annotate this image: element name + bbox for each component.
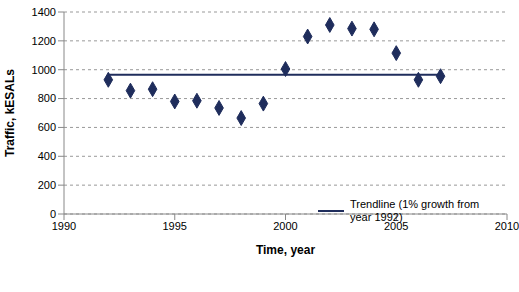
svg-text:Traffic, kESALs: Traffic, kESALs xyxy=(3,69,17,157)
svg-text:400: 400 xyxy=(38,150,56,162)
svg-text:800: 800 xyxy=(38,92,56,104)
svg-text:2005: 2005 xyxy=(384,220,408,232)
svg-text:2000: 2000 xyxy=(273,220,297,232)
svg-text:600: 600 xyxy=(38,121,56,133)
svg-text:1995: 1995 xyxy=(163,220,187,232)
svg-text:1200: 1200 xyxy=(32,35,56,47)
svg-text:2010: 2010 xyxy=(495,220,519,232)
svg-text:1000: 1000 xyxy=(32,64,56,76)
svg-text:1990: 1990 xyxy=(52,220,76,232)
svg-text:Time, year: Time, year xyxy=(256,243,315,257)
html-text:Trendline (1% growth from year: Trendline (1% growth from year 1992) xyxy=(350,198,480,223)
svg-text:200: 200 xyxy=(38,179,56,191)
svg-text:0: 0 xyxy=(50,208,56,220)
svg-text:1400: 1400 xyxy=(32,6,56,18)
